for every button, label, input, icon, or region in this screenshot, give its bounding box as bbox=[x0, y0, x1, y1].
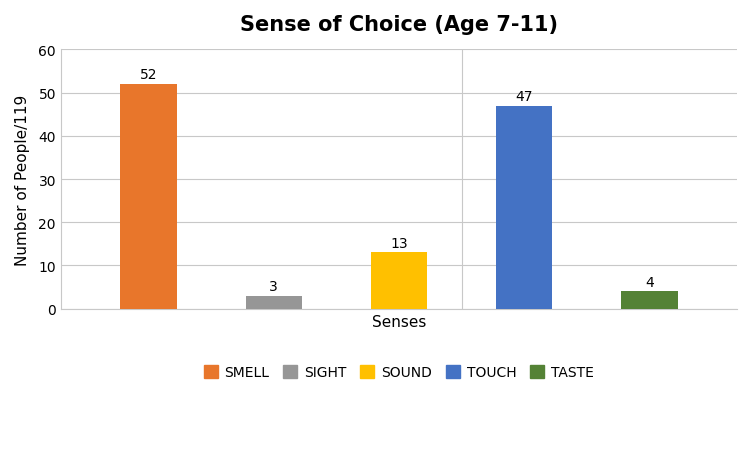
Text: 3: 3 bbox=[269, 280, 278, 294]
Title: Sense of Choice (Age 7-11): Sense of Choice (Age 7-11) bbox=[240, 15, 558, 35]
Bar bbox=[496, 106, 552, 309]
Text: 47: 47 bbox=[515, 90, 533, 104]
X-axis label: Senses: Senses bbox=[371, 314, 426, 329]
Bar bbox=[245, 296, 302, 309]
Bar bbox=[621, 292, 678, 309]
Y-axis label: Number of People/119: Number of People/119 bbox=[15, 94, 30, 265]
Legend: SMELL, SIGHT, SOUND, TOUCH, TASTE: SMELL, SIGHT, SOUND, TOUCH, TASTE bbox=[198, 360, 599, 385]
Bar bbox=[371, 253, 427, 309]
Text: 13: 13 bbox=[390, 236, 408, 250]
Text: 4: 4 bbox=[645, 275, 653, 289]
Text: 52: 52 bbox=[140, 68, 157, 82]
Bar bbox=[120, 85, 177, 309]
